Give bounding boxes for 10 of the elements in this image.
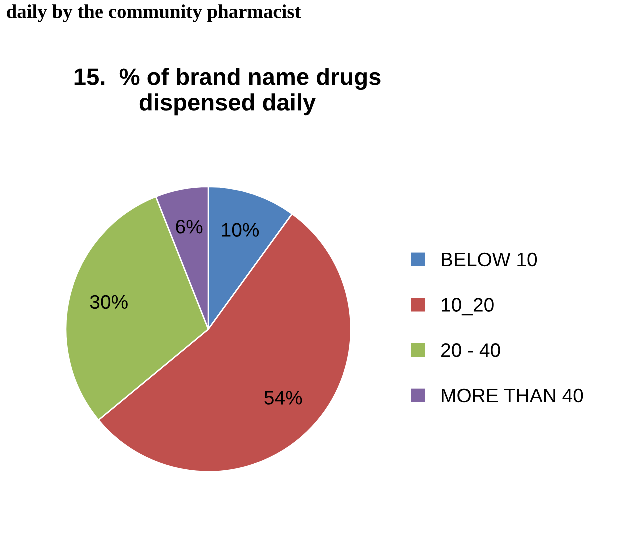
chart-title: 15. % of brand name drugs dispensed daily — [74, 68, 381, 116]
data-label: 10% — [222, 223, 260, 237]
data-label: 6% — [176, 220, 203, 234]
text: daily by the community pharmacist — [7, 4, 302, 22]
data-label: 30% — [90, 295, 128, 310]
data-label: 54% — [264, 391, 302, 405]
legend-label: BELOW 10 — [442, 252, 538, 267]
legend-label: 10_20 — [442, 298, 494, 316]
legend-label: MORE THAN 40 — [442, 388, 584, 403]
legend-label: 20 - 40 — [442, 344, 500, 358]
